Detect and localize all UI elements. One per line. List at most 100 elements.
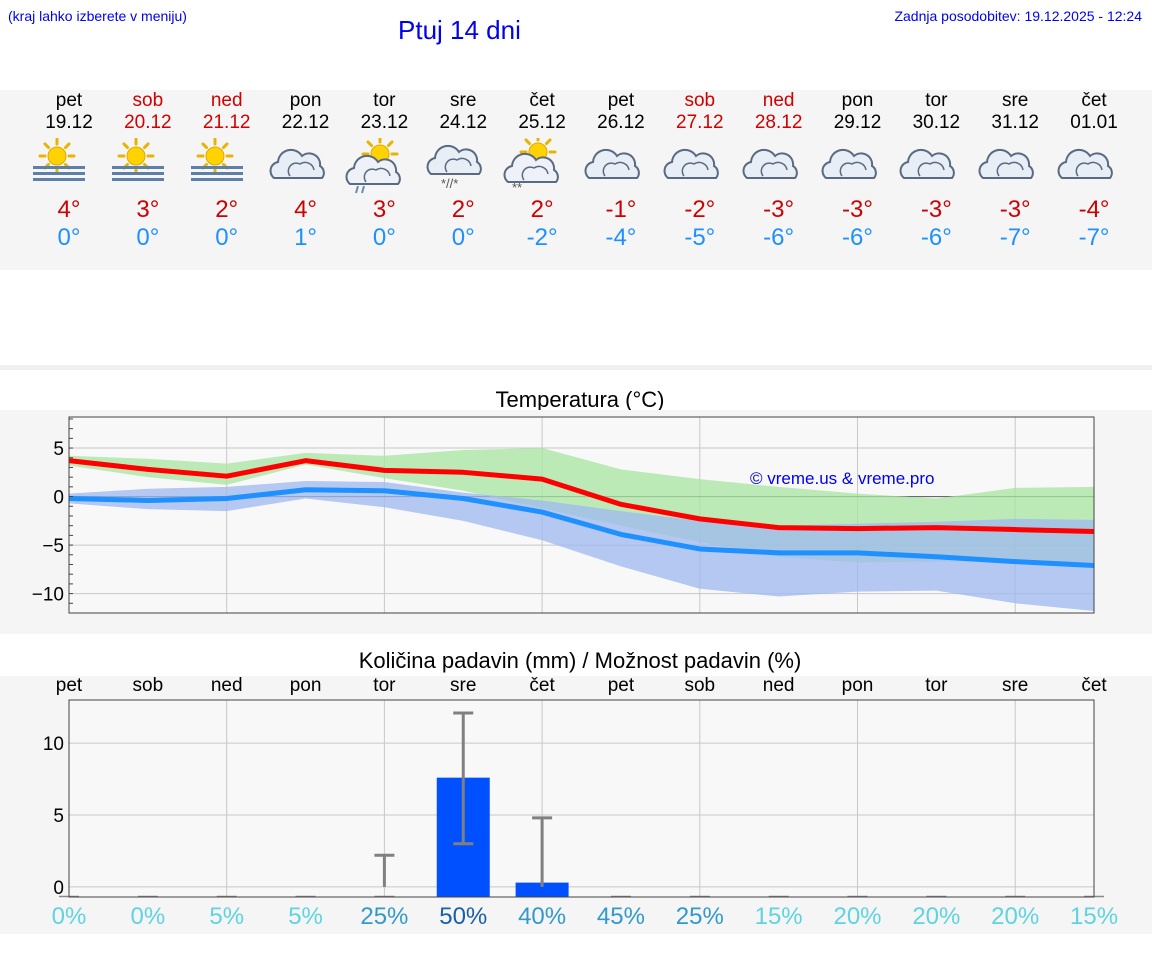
precip-day-label: sob: [132, 675, 164, 696]
watermark-text: © vreme.us & vreme.pro: [750, 469, 934, 488]
day-column: pon 29.12 -3° -6°: [818, 90, 898, 252]
precip-day-label: sre: [450, 675, 477, 696]
precip-probability: 5%: [209, 903, 245, 930]
day-column: pon 22.12 4° 1°: [266, 90, 346, 252]
day-name: pon: [289, 90, 322, 111]
min-temp: -4°: [605, 224, 637, 251]
day-name: sre: [450, 90, 477, 111]
min-temp: -7°: [1078, 224, 1110, 251]
precip-probability: 45%: [596, 903, 645, 930]
precip-day-label: pon: [841, 675, 874, 696]
min-temp: 0°: [136, 224, 160, 251]
cloudy-icon: [978, 138, 1045, 194]
day-date: 01.01: [1070, 112, 1118, 133]
day-date: 25.12: [518, 112, 566, 133]
day-column: sre 31.12 -3° -7°: [975, 90, 1055, 252]
day-date: 28.12: [754, 112, 803, 133]
day-column: pet 26.12 -1° -4°: [581, 90, 661, 252]
day-date: 19.12: [45, 112, 93, 133]
svg-text:*//*: *//*: [441, 176, 458, 191]
cloudy-icon: [663, 138, 730, 194]
max-temp: -1°: [605, 196, 637, 223]
precip-day-label: ned: [210, 675, 243, 696]
day-name: sre: [1001, 90, 1029, 111]
svg-text:**: **: [512, 180, 522, 194]
day-date: 30.12: [912, 112, 961, 133]
min-temp: -2°: [526, 224, 558, 251]
precipitation-chart-title: Količina padavin (mm) / Možnost padavin …: [358, 648, 802, 673]
precip-probability: 0%: [51, 903, 87, 930]
min-temp: -6°: [842, 224, 873, 251]
min-temp: 0°: [57, 224, 81, 251]
temperature-chart: 5 0 −5 −10 © vreme.us & vreme.pro: [32, 416, 1095, 614]
precipitation-chart: 10 5 0: [43, 699, 1105, 899]
max-temp: -3°: [763, 196, 795, 223]
min-temp: -7°: [999, 224, 1031, 251]
min-temp-line: [68, 487, 1095, 568]
day-date: 22.12: [281, 112, 330, 133]
sun-fog-icon: [111, 138, 178, 194]
day-name: pet: [607, 90, 635, 111]
precip-day-label: ned: [762, 675, 795, 696]
precip-day-label: tor: [373, 675, 396, 696]
day-name: tor: [373, 90, 396, 111]
precip-probability: 5%: [288, 903, 323, 930]
y-tick-label: −10: [32, 585, 64, 606]
day-column: čet 25.12 ** 2° -2°: [502, 90, 582, 252]
precip-probability: 50%: [439, 903, 488, 930]
min-temp: 0°: [372, 224, 396, 251]
y-tick-label: 5: [53, 439, 64, 460]
precip-day-label: pon: [289, 675, 322, 696]
max-temp: -3°: [842, 196, 873, 223]
precip-day-label: tor: [925, 675, 948, 696]
cloudy-icon: [584, 138, 651, 194]
temperature-chart-title: Temperatura (°C): [495, 387, 665, 412]
max-temp: 2°: [215, 196, 239, 223]
last-update: Zadnja posodobitev: 19.12.2025 - 12:24: [894, 8, 1142, 24]
day-name: pon: [841, 90, 874, 111]
cloud-sleet-icon: *//*: [426, 138, 493, 194]
day-date: 29.12: [833, 112, 882, 133]
day-column: sre 24.12 *//* 2° 0°: [423, 90, 503, 252]
y-tick-label: 0: [53, 878, 64, 899]
separator: [0, 365, 1152, 370]
sun-fog-icon: [190, 138, 257, 194]
day-date: 24.12: [439, 112, 488, 133]
day-date: 23.12: [360, 112, 409, 133]
day-name: sob: [684, 90, 716, 111]
plot-frame: [68, 416, 1095, 614]
max-temp: -2°: [684, 196, 716, 223]
day-name: ned: [762, 90, 795, 111]
day-date: 31.12: [991, 112, 1039, 133]
precip-day-label: pet: [55, 675, 83, 696]
max-temp: 3°: [136, 196, 160, 223]
max-temp: -3°: [920, 196, 952, 223]
day-column: ned 21.12 2° 0°: [187, 90, 267, 252]
day-name: ned: [210, 90, 243, 111]
day-column: čet 01.01 -4° -7°: [1054, 90, 1134, 252]
y-tick-label: 0: [53, 488, 64, 509]
min-temp: 0°: [451, 224, 475, 251]
day-date: 27.12: [676, 112, 724, 133]
precip-day-label: sre: [1001, 675, 1029, 696]
min-temp-band: [69, 481, 1095, 612]
day-column: sob 27.12 -2° -5°: [660, 90, 740, 252]
cloudy-icon: [899, 138, 966, 194]
cloudy-icon: [742, 138, 809, 194]
y-tick-label: −5: [42, 536, 64, 557]
max-temp-line: [68, 458, 1095, 534]
plot-area: [69, 700, 1094, 897]
forecast-days-panel: pet 19.12 4° 0° sob 20.12 3° 0° ned 21.12 2° 0° pon 2…: [0, 90, 1152, 270]
precip-day-label: pet: [607, 675, 635, 696]
max-temp: -4°: [1078, 196, 1110, 223]
max-temp: 4°: [57, 196, 81, 223]
day-name: sob: [132, 90, 164, 111]
max-temp: 4°: [294, 196, 318, 223]
precip-probability: 20%: [912, 903, 961, 930]
sun-cloud-rain-icon: [345, 138, 414, 194]
precip-probability: 0%: [130, 903, 166, 930]
day-name: čet: [1081, 90, 1107, 111]
max-temp: 2°: [451, 196, 475, 223]
max-temp: 2°: [530, 196, 554, 223]
precip-probability: 40%: [518, 903, 567, 930]
